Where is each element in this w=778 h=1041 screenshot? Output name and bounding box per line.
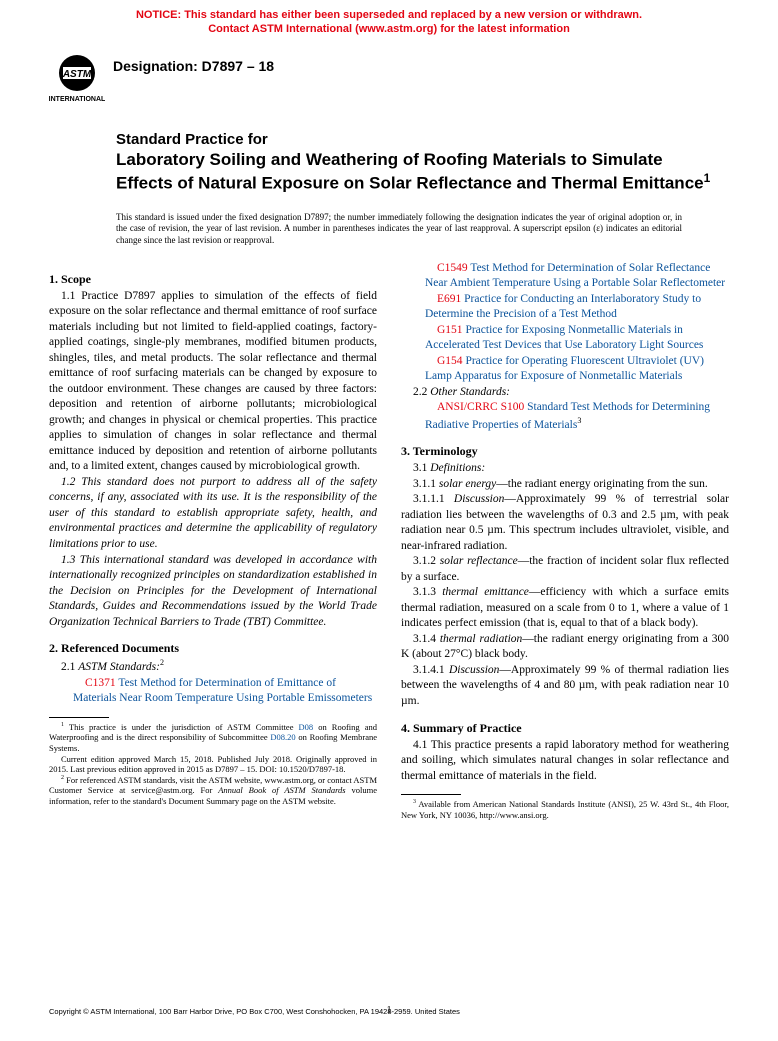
footnote-3: 3 Available from American National Stand… [401, 799, 729, 820]
designation: Designation: D7897 – 18 [113, 51, 274, 76]
def-3-1-1: 3.1.1 solar energy—the radiant energy or… [401, 477, 729, 493]
footnote-separator-right [401, 794, 461, 795]
disc-3-1-4-1: 3.1.4.1 Discussion—Approximately 99 % of… [401, 663, 729, 710]
notice-line2: Contact ASTM International (www.astm.org… [208, 23, 570, 35]
scope-head: 1. Scope [49, 271, 377, 287]
ref-g151: G151 Practice for Exposing Nonmetallic M… [401, 323, 729, 354]
def-3-1-4: 3.1.4 thermal radiation—the radiant ener… [401, 632, 729, 663]
astm-logo: ASTM INTERNATIONAL [49, 51, 105, 105]
issuance-note: This standard is issued under the fixed … [0, 200, 778, 261]
logo-label: INTERNATIONAL [49, 96, 105, 103]
defs-head: 3.1 Definitions: [401, 461, 729, 477]
notice-line1: NOTICE: This standard has either been su… [136, 9, 642, 21]
title-prefix: Standard Practice for [116, 131, 720, 150]
footnote-current: Current edition approved March 15, 2018.… [49, 754, 377, 775]
footnote-1: 1 This practice is under the jurisdictio… [49, 722, 377, 754]
ref-c1371: C1371 Test Method for Determination of E… [49, 676, 377, 707]
ref-ansi: ANSI/CRRC S100 Standard Test Methods for… [401, 400, 729, 433]
terminology-head: 3. Terminology [401, 443, 729, 459]
svg-text:ASTM: ASTM [62, 69, 92, 80]
ref-c1549: C1549 Test Method for Determination of S… [401, 261, 729, 292]
disc-3-1-1-1: 3.1.1.1 Discussion—Approximately 99 % of… [401, 492, 729, 554]
main-title: Laboratory Soiling and Weathering of Roo… [116, 149, 720, 193]
scope-1-1: 1.1 Practice D7897 applies to simulation… [49, 289, 377, 475]
summary-head: 4. Summary of Practice [401, 720, 729, 736]
title-text: Laboratory Soiling and Weathering of Roo… [116, 150, 704, 192]
def-3-1-3: 3.1.3 thermal emittance—efficiency with … [401, 585, 729, 632]
page-number: 1 [387, 1004, 392, 1018]
refdocs-2-1: 2.1 ASTM Standards:2 [49, 658, 377, 675]
footnote-2: 2 For referenced ASTM standards, visit t… [49, 775, 377, 807]
left-column: 1. Scope 1.1 Practice D7897 applies to s… [49, 261, 377, 821]
refdocs-head: 2. Referenced Documents [49, 640, 377, 656]
summary-4-1: 4.1 This practice presents a rapid labor… [401, 738, 729, 785]
header-row: ASTM INTERNATIONAL Designation: D7897 – … [0, 41, 778, 109]
footnote-separator [49, 717, 109, 718]
notice-banner: NOTICE: This standard has either been su… [0, 0, 778, 41]
def-3-1-2: 3.1.2 solar reflectance—the fraction of … [401, 554, 729, 585]
scope-1-2: 1.2 This standard does not purport to ad… [49, 475, 377, 553]
refdocs-2-2: 2.2 Other Standards: [401, 385, 729, 401]
title-sup: 1 [704, 171, 711, 185]
scope-1-3: 1.3 This international standard was deve… [49, 553, 377, 631]
ref-e691: E691 Practice for Conducting an Interlab… [401, 292, 729, 323]
copyright-line: Copyright © ASTM International, 100 Barr… [49, 1007, 460, 1017]
ref-g154: G154 Practice for Operating Fluorescent … [401, 354, 729, 385]
title-block: Standard Practice for Laboratory Soiling… [0, 109, 778, 200]
right-column: C1549 Test Method for Determination of S… [401, 261, 729, 821]
body-columns: 1. Scope 1.1 Practice D7897 applies to s… [0, 261, 778, 821]
